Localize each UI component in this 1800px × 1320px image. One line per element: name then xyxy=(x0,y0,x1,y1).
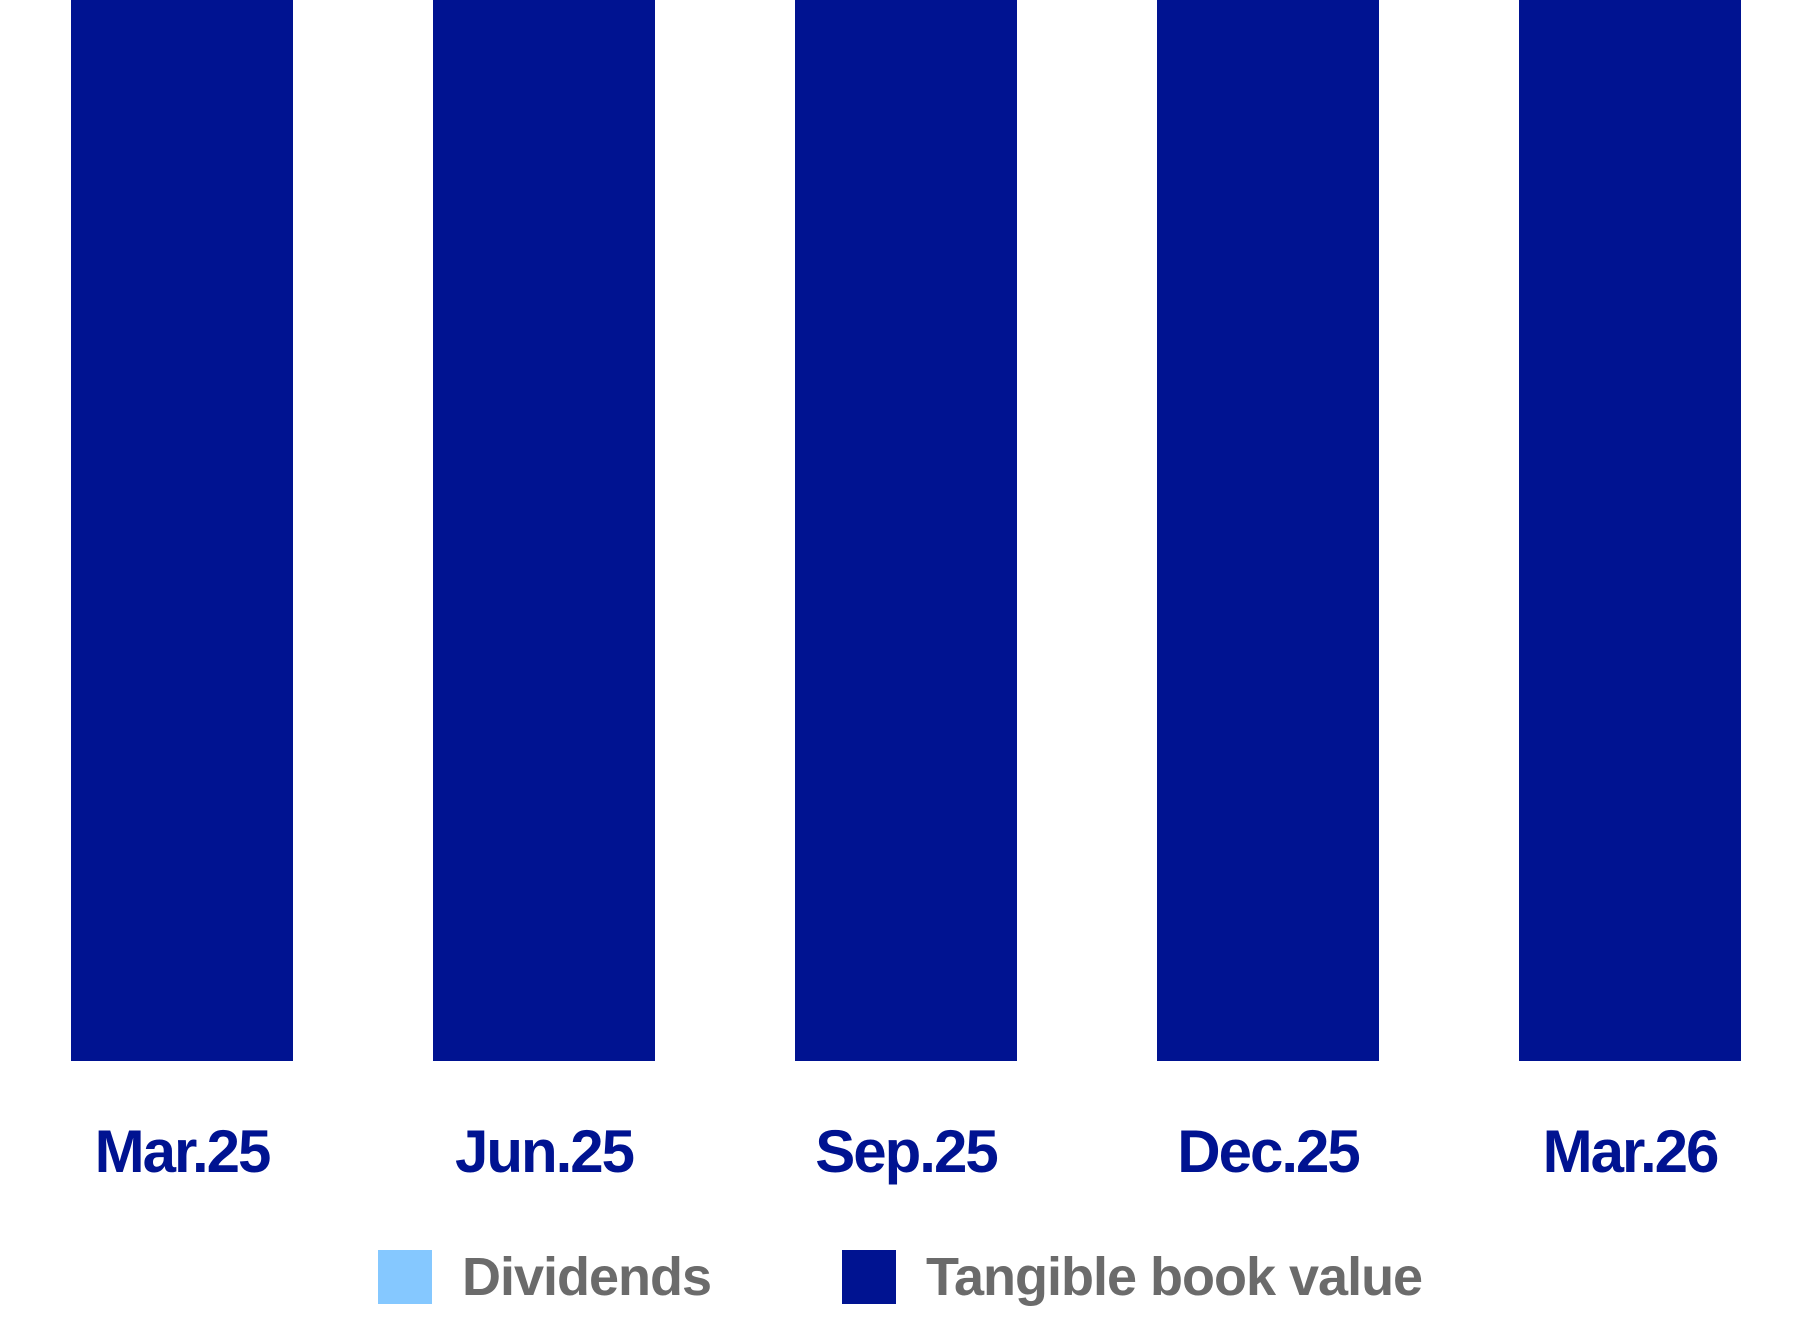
bar-tangible-book-value-1 xyxy=(433,0,655,1061)
legend-swatch-dividends xyxy=(378,1250,432,1304)
bar-tangible-book-value-3 xyxy=(1157,0,1379,1061)
category-label-3: Dec.25 xyxy=(1177,1118,1359,1185)
category-label-1: Jun.25 xyxy=(455,1118,634,1185)
bars-group xyxy=(71,0,1741,1061)
category-labels: Mar.25 Jun.25 Sep.25 Dec.25 Mar.26 xyxy=(95,1118,1720,1185)
bar-tangible-book-value-2 xyxy=(795,0,1017,1061)
legend: Dividends Tangible book value xyxy=(378,1247,1423,1307)
legend-swatch-tangible-book-value xyxy=(842,1250,896,1304)
category-label-4: Mar.26 xyxy=(1543,1118,1718,1185)
category-label-0: Mar.25 xyxy=(95,1118,270,1185)
bar-tangible-book-value-0 xyxy=(71,0,293,1061)
bar-tangible-book-value-4 xyxy=(1519,0,1741,1061)
category-label-2: Sep.25 xyxy=(815,1118,997,1185)
legend-label-tangible-book-value: Tangible book value xyxy=(926,1247,1422,1307)
legend-label-dividends: Dividends xyxy=(462,1247,711,1307)
